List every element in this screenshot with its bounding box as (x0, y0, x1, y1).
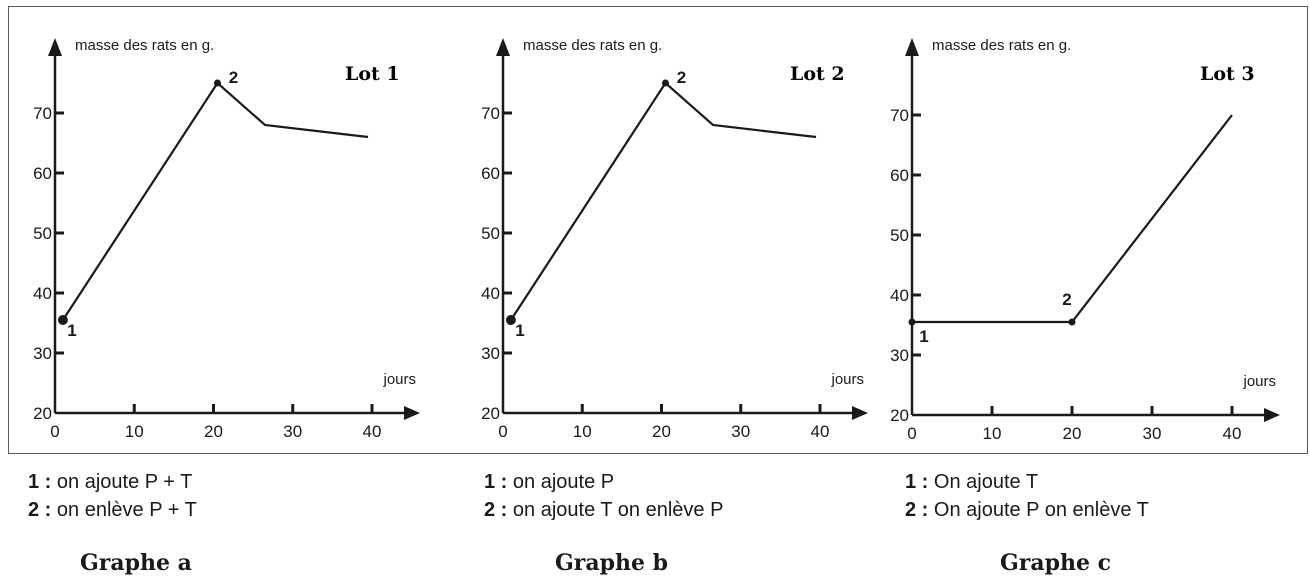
y-tick-label: 60 (33, 164, 52, 183)
series-line (912, 114, 1233, 324)
x-tick-label: 10 (125, 422, 144, 441)
y-tick-label: 60 (481, 164, 500, 183)
marker-point (908, 318, 916, 326)
marker-label: 2 (677, 68, 686, 87)
x-tick-label: 0 (498, 422, 507, 441)
x-tick-label: 10 (983, 424, 1002, 443)
marker-label: 1 (919, 327, 928, 346)
lot-label: Lot 3 (1200, 63, 1255, 85)
y-tick-label: 40 (890, 286, 909, 305)
x-axis-label: jours (1242, 373, 1276, 390)
x-axis-arrow-icon (404, 406, 420, 420)
marker-point (213, 79, 221, 87)
y-tick-label: 50 (890, 226, 909, 245)
y-axis-arrow-icon (905, 38, 919, 56)
y-tick-label: 30 (33, 344, 52, 363)
x-tick-label: 30 (283, 422, 302, 441)
y-tick-label: 70 (33, 104, 52, 123)
y-tick-label: 40 (33, 284, 52, 303)
y-tick-label: 50 (33, 224, 52, 243)
x-tick-label: 0 (50, 422, 59, 441)
x-tick-label: 20 (1063, 424, 1082, 443)
x-tick-label: 20 (204, 422, 223, 441)
marker-point (57, 315, 68, 325)
x-tick-label: 0 (907, 424, 916, 443)
x-tick-label: 40 (811, 422, 830, 441)
legend-item: 1 : on ajoute P (484, 471, 615, 493)
y-tick-label: 70 (481, 104, 500, 123)
y-tick-label: 30 (890, 346, 909, 365)
legend-item: 1 : on ajoute P + T (28, 471, 193, 493)
legend-c: 1 : On ajoute T 2 : On ajoute P on enlèv… (905, 468, 1149, 524)
y-axis-label: masse des rats en g. (932, 37, 1071, 54)
marker-point (661, 79, 669, 87)
lot-label: Lot 1 (345, 63, 400, 85)
marker-label: 2 (1062, 290, 1071, 309)
y-tick-label: 50 (481, 224, 500, 243)
x-axis-label: jours (830, 371, 864, 388)
y-tick-label: 70 (890, 106, 909, 125)
legend-item: 1 : On ajoute T (905, 471, 1039, 493)
y-axis-label: masse des rats en g. (75, 37, 214, 54)
marker-label: 1 (67, 321, 76, 340)
series-line (62, 81, 369, 321)
x-tick-label: 10 (573, 422, 592, 441)
y-tick-label: 20 (890, 406, 909, 425)
x-tick-label: 40 (363, 422, 382, 441)
chart-lot-3: masse des rats en g. jours Lot 3 0 10 20 30 40 2… (890, 37, 1280, 443)
x-tick-label: 30 (731, 422, 750, 441)
x-tick-label: 40 (1223, 424, 1242, 443)
series-line (510, 81, 817, 321)
x-tick-label: 30 (1143, 424, 1162, 443)
legend-a: 1 : on ajoute P + T 2 : on enlève P + T (28, 468, 197, 524)
y-axis-arrow-icon (48, 38, 62, 56)
x-axis-arrow-icon (852, 406, 868, 420)
marker-point (505, 315, 516, 325)
caption-graphe-c: Graphe c (1000, 550, 1112, 576)
chart-lot-2: masse des rats en g. jours Lot 2 0 10 20 30 40 2… (481, 37, 868, 441)
caption-graphe-b: Graphe b (555, 550, 669, 576)
x-axis-label: jours (382, 371, 416, 388)
lot-label: Lot 2 (790, 63, 845, 85)
y-tick-label: 20 (481, 404, 500, 423)
marker-point (1068, 318, 1076, 326)
y-tick-label: 30 (481, 344, 500, 363)
x-axis-arrow-icon (1264, 408, 1280, 422)
marker-label: 2 (229, 68, 238, 87)
marker-label: 1 (515, 321, 524, 340)
y-axis-arrow-icon (496, 38, 510, 56)
legend-item: 2 : on enlève P + T (28, 499, 197, 521)
legend-b: 1 : on ajoute P 2 : on ajoute T on enlèv… (484, 468, 723, 524)
figure-frame (8, 6, 1308, 454)
legend-item: 2 : on ajoute T on enlève P (484, 499, 724, 521)
legend-item: 2 : On ajoute P on enlève T (905, 499, 1149, 521)
chart-lot-1: masse des rats en g. jours Lot 1 0 10 20 30 40 2… (33, 37, 420, 441)
y-tick-label: 60 (890, 166, 909, 185)
caption-graphe-a: Graphe a (80, 550, 192, 576)
x-tick-label: 20 (652, 422, 671, 441)
y-tick-label: 40 (481, 284, 500, 303)
y-tick-label: 20 (33, 404, 52, 423)
y-axis-label: masse des rats en g. (523, 37, 662, 54)
